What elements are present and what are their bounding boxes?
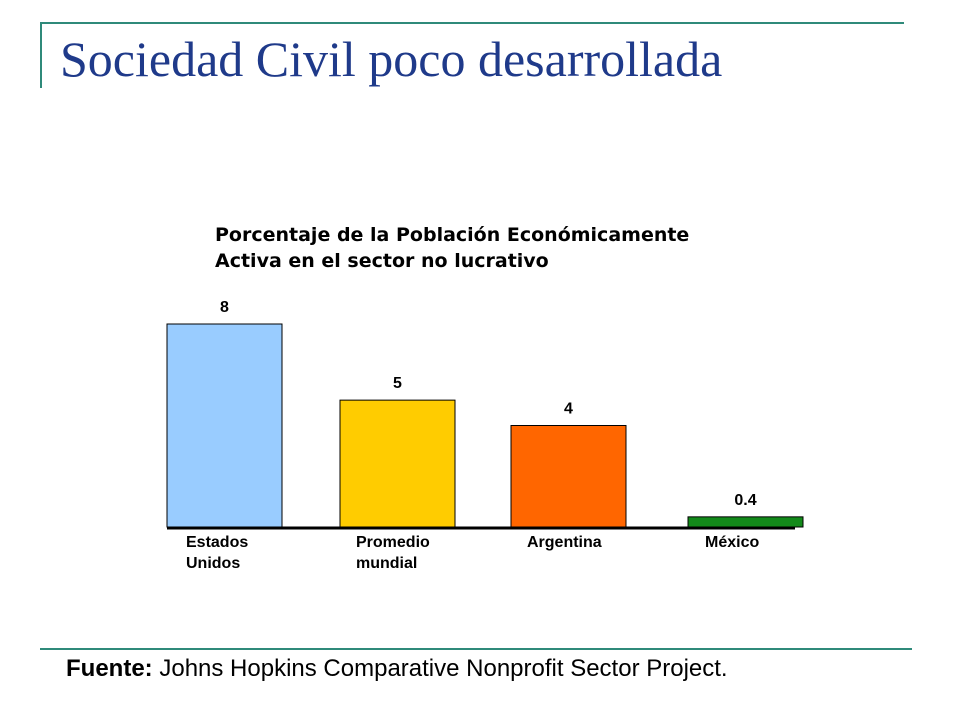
bar-3	[687, 516, 804, 528]
category-label-2-0: Argentina	[527, 534, 602, 551]
bottom-frame-line	[40, 648, 912, 650]
bar-0	[166, 323, 283, 528]
category-label-1-1: mundial	[356, 555, 417, 572]
slide-title: Sociedad Civil poco desarrollada	[60, 31, 723, 87]
source-note: Fuente: Johns Hopkins Comparative Nonpro…	[66, 655, 728, 683]
value-label-0: 8	[220, 299, 229, 316]
category-label-3-0: México	[705, 534, 759, 551]
value-label-3: 0.4	[734, 492, 756, 509]
left-frame-line	[40, 22, 42, 88]
bar-chart: 8 Estados Unidos 5 Promedio mundial 4 Argentina…	[166, 299, 804, 572]
category-label-0-1: Unidos	[186, 555, 240, 572]
chart-title-line-2: Activa en el sector no lucrativo	[215, 250, 549, 272]
category-label-1-0: Promedio	[356, 534, 430, 551]
chart-title-line-1: Porcentaje de la Población Económicament…	[215, 224, 690, 246]
chart-title: Porcentaje de la Población Económicament…	[215, 222, 689, 274]
bar-2	[510, 425, 627, 528]
category-label-0-0: Estados	[186, 534, 248, 551]
value-label-2: 4	[564, 401, 573, 418]
top-frame-line	[40, 22, 904, 24]
bar-1	[339, 399, 456, 528]
source-label: Fuente:	[66, 655, 153, 682]
source-text: Johns Hopkins Comparative Nonprofit Sect…	[152, 655, 728, 682]
value-label-1: 5	[393, 375, 402, 392]
